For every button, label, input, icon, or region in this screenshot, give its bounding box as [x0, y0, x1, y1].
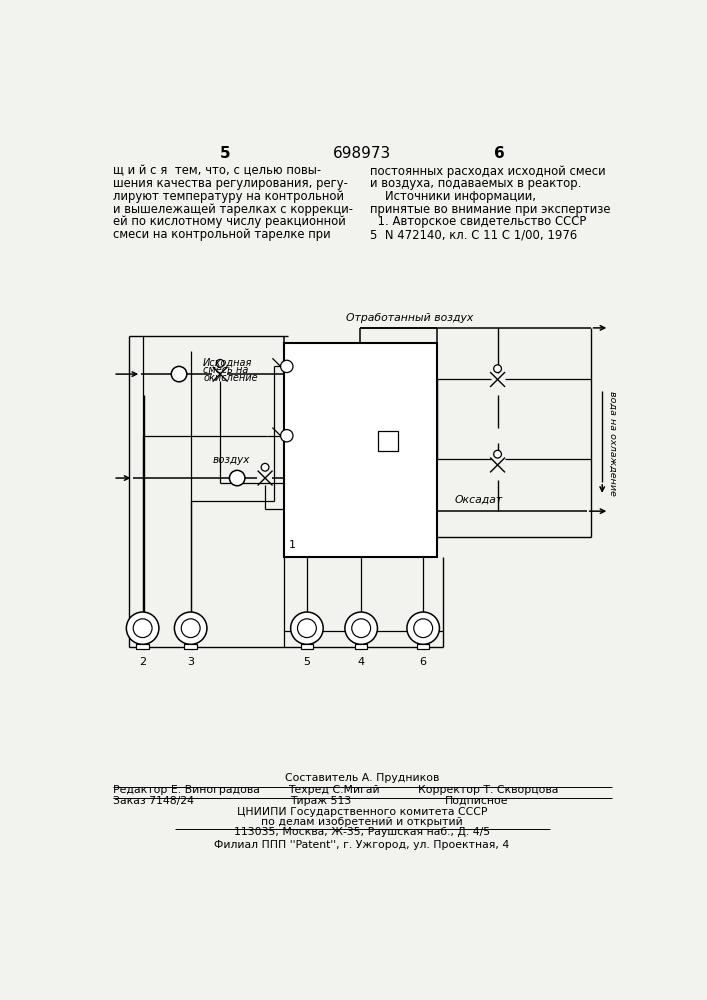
Bar — [417, 644, 429, 649]
Circle shape — [216, 359, 224, 367]
Text: и воздуха, подаваемых в реактор.: и воздуха, подаваемых в реактор. — [370, 177, 581, 190]
Text: окисление: окисление — [203, 373, 257, 383]
Text: 4: 4 — [358, 657, 365, 667]
Bar — [378, 431, 398, 451]
Circle shape — [261, 463, 269, 471]
Text: Отработанный воздух: Отработанный воздух — [346, 313, 474, 323]
Text: Источники информации,: Источники информации, — [370, 190, 536, 203]
Text: Подписное: Подписное — [445, 796, 508, 806]
Bar — [185, 644, 197, 649]
Text: 6: 6 — [493, 146, 505, 161]
Bar — [355, 644, 368, 649]
Circle shape — [414, 619, 433, 638]
Text: постоянных расходах исходной смеси: постоянных расходах исходной смеси — [370, 165, 605, 178]
Text: 5: 5 — [303, 657, 310, 667]
Text: ей по кислотному числу реакционной: ей по кислотному числу реакционной — [113, 215, 346, 228]
Circle shape — [133, 619, 152, 638]
Text: 5: 5 — [221, 146, 231, 161]
Text: Оксадат: Оксадат — [454, 495, 503, 505]
Text: Техред С.Мигай: Техред С.Мигай — [288, 785, 380, 795]
Text: 1: 1 — [289, 540, 296, 550]
Bar — [284, 343, 437, 557]
Text: Исходная: Исходная — [203, 357, 252, 367]
Text: лируют температуру на контрольной: лируют температуру на контрольной — [113, 190, 344, 203]
Text: Заказ 7148/24: Заказ 7148/24 — [113, 796, 194, 806]
Circle shape — [291, 612, 323, 644]
Circle shape — [127, 612, 159, 644]
Circle shape — [345, 612, 378, 644]
Circle shape — [493, 450, 501, 458]
Text: Составитель А. Прудников: Составитель А. Прудников — [285, 773, 439, 783]
Text: смеси на контрольной тарелке при: смеси на контрольной тарелке при — [113, 228, 331, 241]
Text: воздух: воздух — [212, 455, 250, 465]
Text: 5  N 472140, кл. С 11 С 1/00, 1976: 5 N 472140, кл. С 11 С 1/00, 1976 — [370, 228, 577, 241]
Circle shape — [352, 619, 370, 638]
Text: 698973: 698973 — [333, 146, 391, 161]
Circle shape — [230, 470, 245, 486]
Text: ЦНИИПИ Государственного комитета СССР: ЦНИИПИ Государственного комитета СССР — [237, 807, 487, 817]
Bar — [136, 644, 149, 649]
Circle shape — [281, 360, 293, 373]
Circle shape — [407, 612, 440, 644]
Text: 1. Авторское свидетельство СССР: 1. Авторское свидетельство СССР — [370, 215, 586, 228]
Circle shape — [281, 430, 293, 442]
Circle shape — [298, 619, 316, 638]
Bar — [300, 644, 313, 649]
Text: щ и й с я  тем, что, с целью повы-: щ и й с я тем, что, с целью повы- — [113, 165, 321, 178]
Circle shape — [171, 366, 187, 382]
Text: 3: 3 — [187, 657, 194, 667]
Text: шения качества регулирования, регу-: шения качества регулирования, регу- — [113, 177, 348, 190]
Text: Филиал ППП ''Patent'', г. Ужгород, ул. Проектная, 4: Филиал ППП ''Patent'', г. Ужгород, ул. П… — [214, 840, 510, 850]
Text: Корректор Т. Скворцова: Корректор Т. Скворцова — [418, 785, 558, 795]
Text: смесь на: смесь на — [203, 365, 248, 375]
Text: по делам изобретений и открытий: по делам изобретений и открытий — [261, 817, 463, 827]
Circle shape — [175, 612, 207, 644]
Text: 113035, Москва, Ж-35, Раушская наб., Д. 4/5: 113035, Москва, Ж-35, Раушская наб., Д. … — [234, 827, 490, 837]
Text: и вышележащей тарелках с коррекци-: и вышележащей тарелках с коррекци- — [113, 203, 354, 216]
Text: 2: 2 — [139, 657, 146, 667]
Text: Тираж 513: Тираж 513 — [290, 796, 351, 806]
Text: вода на охлаждение: вода на охлаждение — [607, 391, 617, 496]
Text: Редактор Е. Виноградова: Редактор Е. Виноградова — [113, 785, 260, 795]
Text: 6: 6 — [420, 657, 427, 667]
Circle shape — [493, 365, 501, 373]
Text: принятые во внимание при экспертизе: принятые во внимание при экспертизе — [370, 203, 610, 216]
Circle shape — [181, 619, 200, 638]
